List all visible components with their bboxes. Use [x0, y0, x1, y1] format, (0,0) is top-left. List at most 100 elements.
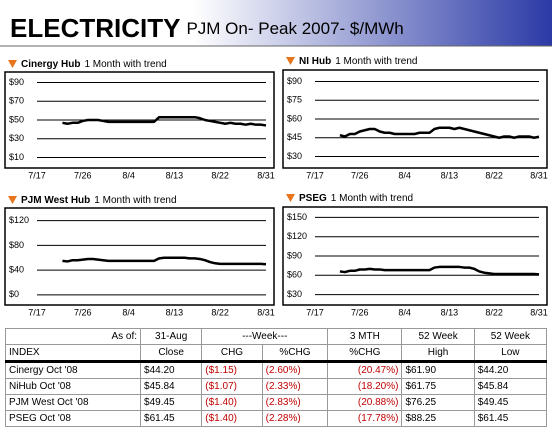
- chart-subtitle: 1 Month with trend: [335, 56, 417, 67]
- x-tick-label: 8/31: [530, 307, 548, 317]
- price-table: As of: 31-Aug ---Week--- 3 MTH 52 Week 52 Wee…: [4, 328, 548, 427]
- data-cell: (20.47%): [327, 361, 403, 379]
- x-tick-label: 8/22: [211, 307, 229, 317]
- data-cell: ($1.40): [201, 394, 263, 411]
- y-tick-label: $60: [287, 270, 302, 280]
- x-tick-label: 8/22: [485, 170, 503, 180]
- chart-title: PJM West Hub 1 Month with trend: [21, 195, 177, 206]
- x-tick-label: 8/13: [441, 307, 459, 317]
- header-cell: As of:: [4, 328, 142, 345]
- data-cell: $76.25: [401, 394, 475, 411]
- y-tick-label: $30: [9, 133, 24, 143]
- x-tick-label: 7/26: [74, 307, 92, 317]
- x-tick-label: 8/13: [166, 170, 184, 180]
- data-row: PJM West Oct '08 $49.45 ($1.40) (2.83%) (20.…: [4, 394, 548, 411]
- title-icon: [286, 57, 295, 65]
- y-tick-label: $30: [287, 289, 302, 299]
- header-cell: INDEX: [4, 344, 142, 363]
- x-tick-label: 8/22: [211, 170, 229, 180]
- y-tick-label: $80: [9, 240, 24, 250]
- header-cell: 3 MTH: [327, 328, 403, 345]
- header-cell: 52 Week: [401, 328, 475, 345]
- data-row: NiHub Oct '08 $45.84 ($1.07) (2.33%) (18.20%…: [4, 378, 548, 395]
- trend-line: [62, 115, 267, 127]
- subtitle: PJM On- Peak 2007- $/MWh: [186, 19, 403, 38]
- x-tick-label: 7/26: [351, 307, 369, 317]
- data-cell: (2.33%): [261, 378, 329, 395]
- header-cell: High: [401, 344, 475, 363]
- data-cell: $49.45: [473, 394, 548, 411]
- data-cell: $44.20: [473, 361, 548, 379]
- x-tick-label: 8/4: [122, 307, 135, 317]
- y-tick-label: $60: [287, 113, 302, 123]
- data-cell: $44.20: [140, 361, 203, 379]
- x-tick-label: 8/13: [441, 170, 459, 180]
- data-cell: NiHub Oct '08: [4, 378, 142, 395]
- x-tick-label: 8/4: [398, 307, 411, 317]
- trend-line: [339, 126, 540, 139]
- title-icon: [286, 194, 295, 202]
- y-tick-label: $0: [9, 289, 19, 299]
- data-cell: $49.45: [140, 394, 203, 411]
- y-tick-label: $90: [287, 250, 302, 260]
- chart-title-main: PSEG: [299, 193, 327, 204]
- x-tick-label: 7/26: [74, 170, 92, 180]
- y-tick-label: $150: [287, 212, 307, 222]
- header-row: INDEX Close CHG %CHG %CHG High Low: [4, 344, 548, 363]
- chart-title: PSEG 1 Month with trend: [299, 193, 413, 204]
- y-tick-label: $90: [287, 76, 302, 86]
- chart-title: Cinergy Hub 1 Month with trend: [21, 59, 167, 70]
- y-tick-label: $90: [9, 77, 24, 87]
- x-tick-label: 8/31: [257, 170, 275, 180]
- data-cell: $61.75: [401, 378, 475, 395]
- x-tick-label: 7/17: [306, 170, 324, 180]
- plot-frame: [4, 207, 275, 306]
- header-cell: CHG: [201, 344, 263, 363]
- x-tick-label: 7/26: [351, 170, 369, 180]
- data-cell: (17.78%): [327, 410, 403, 427]
- data-cell: $61.45: [140, 410, 203, 427]
- header-cell: 31-Aug: [140, 328, 203, 345]
- x-tick-label: 8/13: [166, 307, 184, 317]
- chart-title: NI Hub 1 Month with trend: [299, 56, 417, 67]
- chart-subtitle: 1 Month with trend: [84, 59, 166, 70]
- x-tick-label: 8/31: [530, 170, 548, 180]
- data-cell: $45.84: [473, 378, 548, 395]
- header-cell: Close: [140, 344, 203, 363]
- chart-title-main: NI Hub: [299, 56, 331, 67]
- trend-line: [339, 265, 540, 276]
- y-tick-label: $10: [9, 152, 24, 162]
- header-title: ELECTRICITY PJM On- Peak 2007- $/MWh: [10, 13, 404, 43]
- y-tick-label: $30: [287, 151, 302, 161]
- chart-subtitle: 1 Month with trend: [94, 195, 176, 206]
- data-cell: (20.88%): [327, 394, 403, 411]
- trend-line: [62, 256, 267, 266]
- x-tick-label: 8/4: [398, 170, 411, 180]
- title-icon: [8, 60, 17, 68]
- header-bar: [0, 0, 552, 46]
- x-tick-label: 8/4: [122, 170, 135, 180]
- data-cell: (2.60%): [261, 361, 329, 379]
- x-tick-label: 8/31: [257, 307, 275, 317]
- y-tick-label: $75: [287, 95, 302, 105]
- x-tick-label: 7/17: [306, 307, 324, 317]
- header-cell: ---Week---: [201, 328, 329, 345]
- data-row: PSEG Oct '08 $61.45 ($1.40) (2.28%) (17.78%)…: [4, 410, 548, 427]
- data-cell: $45.84: [140, 378, 203, 395]
- data-cell: $61.90: [401, 361, 475, 379]
- chart-title-main: PJM West Hub: [21, 195, 90, 206]
- data-cell: ($1.15): [201, 361, 263, 379]
- chart-subtitle: 1 Month with trend: [331, 193, 413, 204]
- header-cell: %CHG: [327, 344, 403, 363]
- header-cell: 52 Week: [473, 328, 548, 345]
- x-tick-label: 7/17: [28, 170, 46, 180]
- data-cell: $61.45: [473, 410, 548, 427]
- chart-title-main: Cinergy Hub: [21, 59, 80, 70]
- header-row: As of: 31-Aug ---Week--- 3 MTH 52 Week 52 Wee…: [4, 328, 548, 345]
- y-tick-label: $40: [9, 264, 24, 274]
- header-cell: %CHG: [261, 344, 329, 363]
- y-tick-label: $45: [287, 132, 302, 142]
- data-cell: $88.25: [401, 410, 475, 427]
